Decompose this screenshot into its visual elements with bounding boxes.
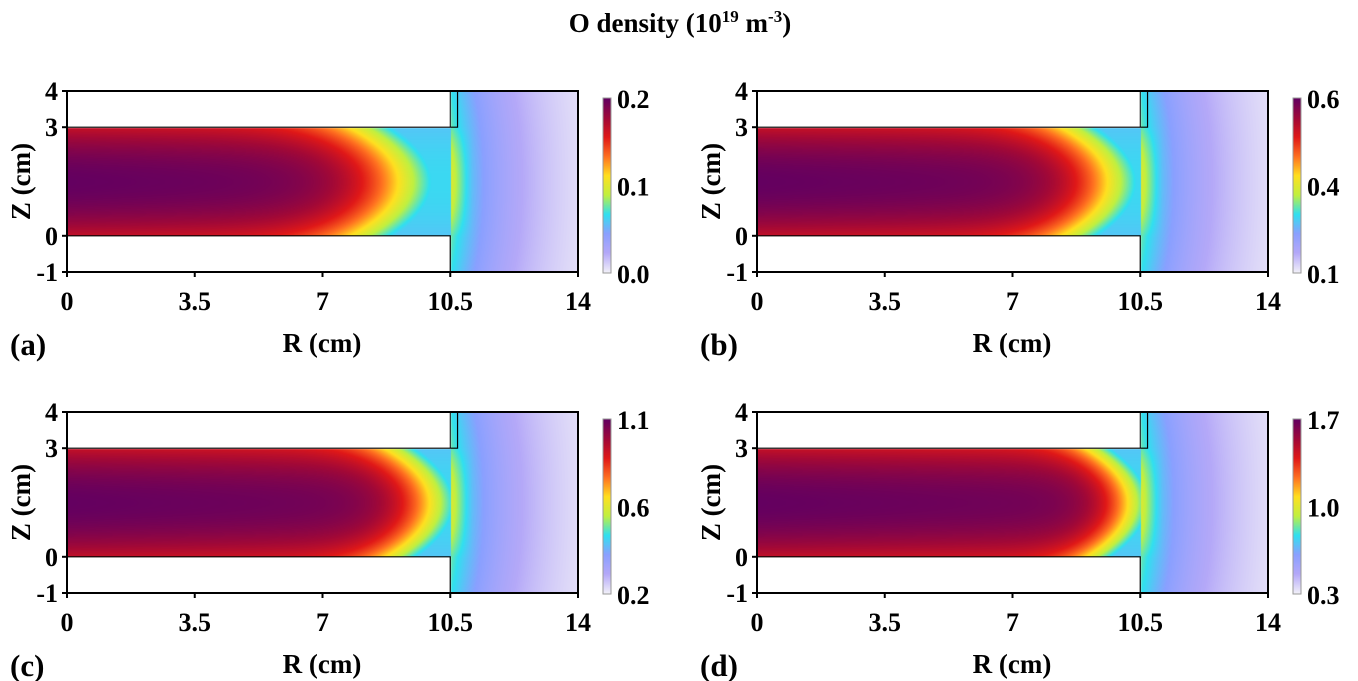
colorbar-frame: [602, 418, 612, 595]
x-tick-label: 7: [1006, 608, 1019, 637]
colorbar-tick-label: 0.4: [1307, 173, 1340, 202]
x-tick-label: 0: [61, 608, 74, 637]
colorbar-frame: [602, 97, 612, 274]
y-tick-label: 0: [45, 543, 58, 572]
top-electrode-outline: [757, 91, 1149, 128]
x-axis-label: R (cm): [973, 328, 1052, 358]
x-tick-label: 10.5: [428, 608, 474, 637]
bottom-electrode-outline: [757, 556, 1141, 593]
y-tick-label: 4: [45, 398, 58, 427]
density-heatmap: [67, 91, 578, 272]
colorbar: [1293, 98, 1301, 273]
y-tick-label: 4: [735, 77, 748, 106]
colorbar: [603, 419, 611, 594]
top-electrode-outline: [757, 412, 1149, 449]
y-tick-label: 4: [735, 398, 748, 427]
x-tick-label: 3.5: [869, 608, 902, 637]
colorbar-tick-label: 0.0: [617, 260, 650, 289]
y-axis-label: Z (cm): [696, 464, 726, 541]
colorbar-tick-label: 1.7: [1307, 406, 1340, 435]
x-tick-label: 7: [1006, 287, 1019, 316]
x-tick-label: 7: [316, 608, 329, 637]
colorbar-tick-label: 1.1: [617, 406, 650, 435]
panel-label: (c): [10, 648, 44, 681]
x-tick-label: 0: [751, 608, 764, 637]
y-tick-label: 0: [45, 222, 58, 251]
y-axis-label: Z (cm): [6, 464, 36, 541]
x-tick-label: 3.5: [179, 287, 212, 316]
y-tick-label: -1: [36, 258, 58, 287]
y-tick-label: -1: [36, 579, 58, 608]
x-axis-label: R (cm): [973, 649, 1052, 679]
y-tick-label: 3: [735, 113, 748, 142]
bottom-electrode-outline: [67, 235, 451, 272]
colorbar-tick-label: 0.2: [617, 85, 650, 114]
colorbar: [603, 98, 611, 273]
colorbar-frame: [1292, 97, 1302, 274]
y-tick-label: 4: [45, 77, 58, 106]
colorbar-tick-label: 1.0: [1307, 494, 1340, 523]
y-tick-label: 3: [45, 113, 58, 142]
density-heatmap: [757, 412, 1268, 593]
colorbar-tick-label: 0.2: [617, 581, 650, 610]
panel-label: (d): [700, 648, 738, 681]
colorbar-tick-label: 0.1: [617, 173, 650, 202]
panel-label: (a): [10, 327, 46, 362]
y-tick-label: 0: [735, 222, 748, 251]
top-electrode-outline: [67, 91, 459, 128]
colorbar-tick-label: 0.3: [1307, 581, 1340, 610]
x-tick-label: 14: [565, 608, 591, 637]
colorbar-frame: [1292, 418, 1302, 595]
x-tick-label: 14: [1255, 608, 1281, 637]
colorbar-tick-label: 0.1: [1307, 260, 1340, 289]
density-heatmap: [67, 412, 578, 593]
x-tick-label: 0: [61, 287, 74, 316]
y-tick-label: -1: [726, 579, 748, 608]
x-tick-label: 10.5: [1118, 287, 1164, 316]
x-tick-label: 3.5: [869, 287, 902, 316]
x-axis-label: R (cm): [283, 649, 362, 679]
y-axis-label: Z (cm): [6, 143, 36, 220]
x-tick-label: 14: [1255, 287, 1281, 316]
colorbar-tick-label: 0.6: [617, 494, 650, 523]
panel-label: (b): [700, 327, 738, 362]
x-tick-label: 0: [751, 287, 764, 316]
x-tick-label: 10.5: [1118, 608, 1164, 637]
y-tick-label: 0: [735, 543, 748, 572]
bottom-electrode-outline: [757, 235, 1141, 272]
top-electrode-outline: [67, 412, 459, 449]
x-tick-label: 3.5: [179, 608, 212, 637]
x-tick-label: 7: [316, 287, 329, 316]
x-axis-label: R (cm): [283, 328, 362, 358]
colorbar: [1293, 419, 1301, 594]
x-tick-label: 14: [565, 287, 591, 316]
colorbar-tick-label: 0.6: [1307, 85, 1340, 114]
y-tick-label: 3: [45, 434, 58, 463]
bottom-electrode-outline: [67, 556, 451, 593]
x-tick-label: 10.5: [428, 287, 474, 316]
density-heatmap: [757, 91, 1268, 272]
y-tick-label: 3: [735, 434, 748, 463]
y-axis-label: Z (cm): [696, 143, 726, 220]
y-tick-label: -1: [726, 258, 748, 287]
figure-title: O density (1019 m-3): [569, 7, 791, 38]
